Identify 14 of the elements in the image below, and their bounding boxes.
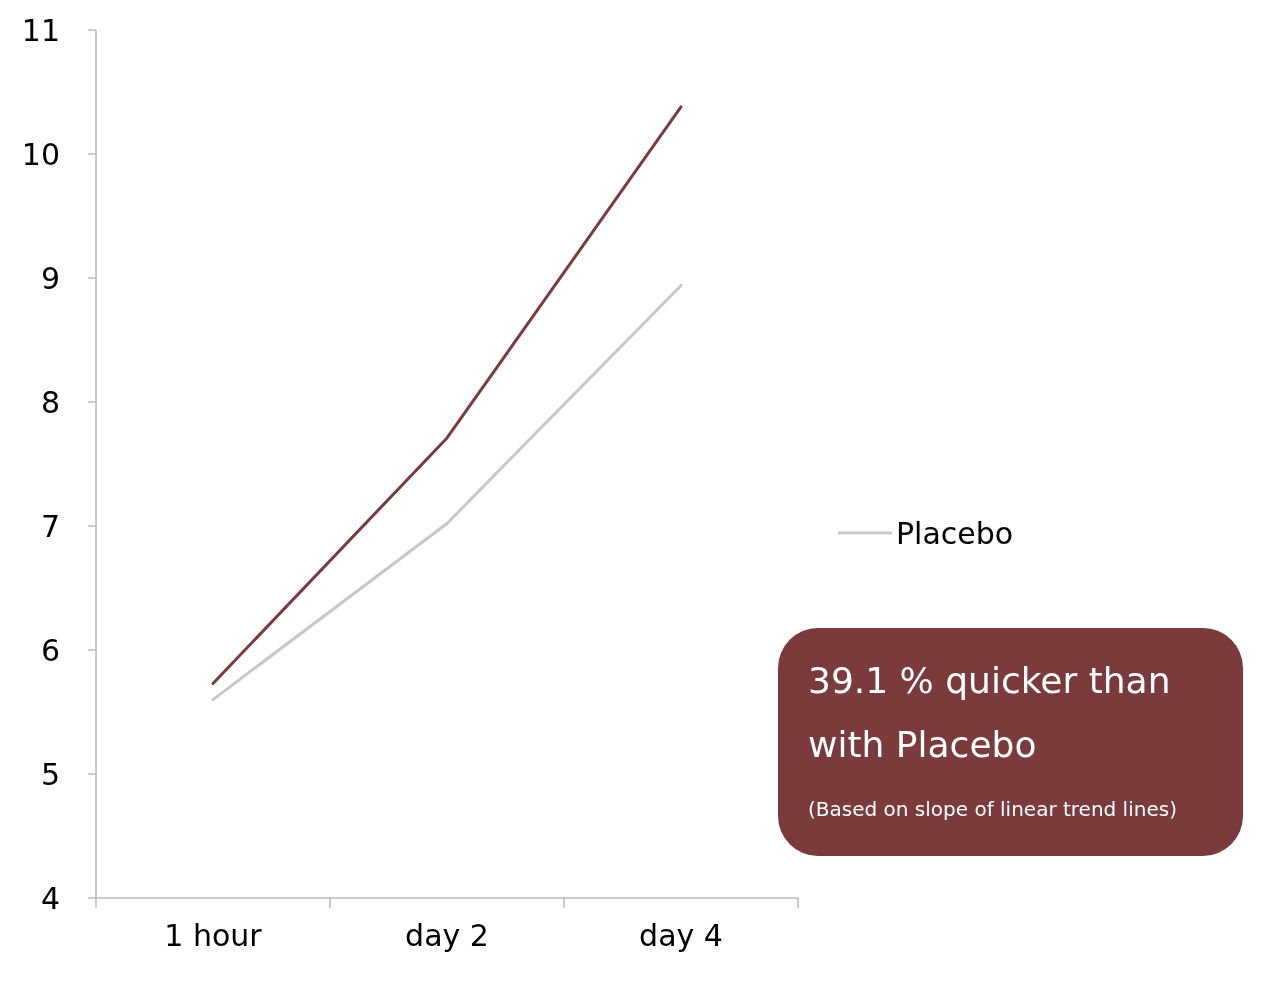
y-tick-label: 6 (40, 632, 60, 668)
y-tick-label: 11 (21, 12, 60, 48)
text: (Based on slope of linear trend lines) (808, 797, 1177, 821)
y-tick-label: 8 (40, 384, 60, 420)
text: 39.1 % quicker than with Placebo (808, 660, 1171, 765)
y-tick-label: 7 (40, 508, 60, 544)
x-tick-label: day 2 (405, 918, 489, 953)
x-tick-label: 1 hour (164, 918, 263, 953)
y-tick-label: 10 (21, 136, 60, 172)
y-tick-label: 4 (40, 880, 60, 916)
y-tick-label: 5 (40, 756, 60, 792)
y-tick-label: 9 (40, 260, 60, 296)
x-tick-label: day 4 (639, 918, 723, 953)
legend-label: Placebo (896, 515, 1014, 551)
